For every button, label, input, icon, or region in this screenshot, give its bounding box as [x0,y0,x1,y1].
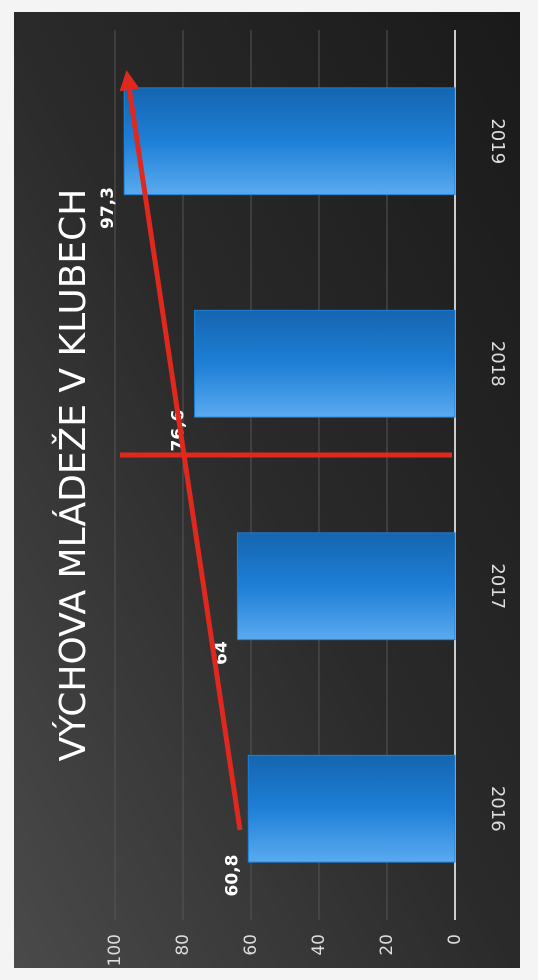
y-tick-label: 100 [105,934,125,966]
bar [194,309,456,418]
data-label: 97,3 [98,187,118,229]
bar [236,532,456,641]
x-tick-label: 2019 [487,118,508,164]
y-tick-label: 0 [445,934,465,945]
y-tick-label: 40 [309,934,329,956]
chart-background [14,12,520,968]
x-tick-label: 2017 [487,563,508,609]
y-tick-label: 80 [173,934,193,956]
data-label: 60,8 [222,855,242,897]
bar [247,754,456,863]
y-tick-label: 60 [241,934,261,956]
bar [123,87,456,196]
y-tick-label: 20 [377,934,397,956]
chart-title: VÝCHOVA MLÁDEŽE V KLUBECH [52,189,94,762]
rotated-chart: VÝCHOVA MLÁDEŽE V KLUBECH 0 20 40 60 80 100 20… [14,12,520,968]
x-tick-label: 2016 [487,786,508,832]
x-tick-label: 2018 [487,341,508,387]
